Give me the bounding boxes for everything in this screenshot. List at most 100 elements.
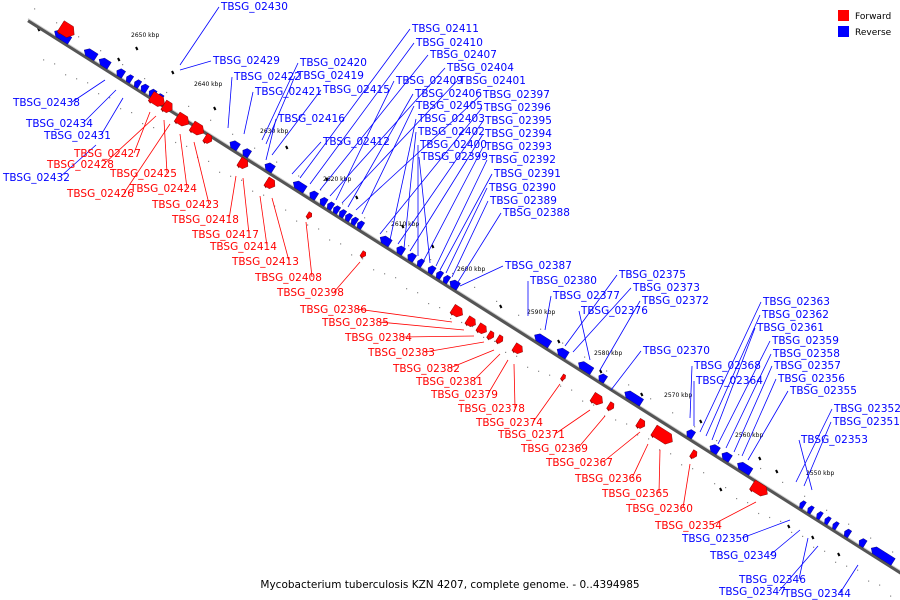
reverse-gene-35 — [686, 429, 696, 440]
reverse-gene-41 — [816, 511, 824, 521]
forward-gene-label-4: TBSG_02426 — [66, 188, 134, 200]
forward-leader-22 — [554, 409, 591, 435]
scale-dot-293 — [296, 220, 298, 222]
reverse-gene-24 — [407, 252, 417, 263]
reverse-leader-52 — [741, 378, 777, 457]
reverse-gene-23 — [396, 245, 406, 256]
reverse-gene-label-47: TBSG_02362 — [761, 309, 829, 321]
reverse-gene-label-58: TBSG_02349 — [709, 550, 777, 562]
scale-dot-568 — [571, 389, 573, 391]
forward-leader-10 — [271, 197, 290, 262]
scale-dot-623 — [626, 423, 628, 425]
scale-dot-up-788 — [782, 481, 784, 483]
scale-dot-up-172 — [166, 91, 168, 94]
scale-dot-887 — [890, 595, 892, 597]
forward-leader-9 — [259, 195, 268, 247]
kbp-label-8: 2580 kbp — [594, 350, 622, 357]
reverse-leader-36 — [459, 265, 504, 287]
reverse-leader-6 — [265, 75, 296, 145]
scale-dot-744 — [747, 502, 749, 504]
scale-dot-755 — [758, 512, 760, 515]
reverse-gene-14 — [309, 190, 319, 201]
reverse-gene-label-51: TBSG_02357 — [773, 360, 841, 372]
feature-marker-18 — [719, 487, 723, 492]
reverse-leader-4 — [243, 91, 254, 135]
forward-gene-label-19: TBSG_02379 — [430, 389, 498, 401]
scale-dot-up-568 — [562, 342, 564, 344]
reverse-leader-15 — [309, 42, 415, 185]
feature-marker-12 — [557, 339, 561, 344]
scale-dot-up-656 — [650, 398, 652, 400]
forward-leader-15 — [401, 335, 475, 338]
scale-dot-up-282 — [276, 161, 278, 163]
reverse-gene-5 — [125, 74, 135, 84]
reverse-leader-14 — [299, 28, 411, 179]
reverse-leader-25 — [397, 120, 484, 245]
scale-dot-326 — [329, 239, 331, 241]
scale-dot-172 — [175, 141, 177, 144]
scale-dot-513 — [516, 355, 518, 357]
forward-gene-13 — [475, 322, 487, 335]
reverse-gene-label-6: TBSG_02419 — [296, 70, 364, 82]
scale-dot-73 — [76, 78, 78, 80]
forward-gene-22 — [689, 449, 698, 459]
reverse-gene-34 — [624, 390, 644, 407]
reverse-gene-label-33: TBSG_02390 — [488, 182, 556, 194]
kbp-label-2: 2640 kbp — [194, 81, 222, 88]
forward-gene-5 — [188, 120, 205, 136]
reverse-gene-label-59: TBSG_02346 — [738, 574, 806, 586]
reverse-leader-27 — [409, 133, 484, 252]
reverse-leader-49 — [717, 340, 771, 445]
forward-gene-label-14: TBSG_02385 — [321, 317, 389, 329]
feature-marker-8 — [355, 195, 359, 200]
scale-dot-579 — [582, 400, 584, 402]
scale-dot-502 — [505, 351, 507, 353]
forward-gene-label-17: TBSG_02382 — [392, 363, 460, 375]
scale-dot-238 — [241, 179, 243, 181]
reverse-leader-60 — [778, 545, 819, 592]
reverse-gene-label-10: TBSG_02438 — [12, 97, 80, 109]
forward-gene-label-22: TBSG_02371 — [497, 429, 565, 441]
reverse-gene-38 — [737, 461, 754, 476]
scale-dot-up-370 — [364, 217, 366, 219]
reverse-leader-18 — [335, 80, 395, 201]
forward-gene-1 — [56, 20, 75, 38]
forward-gene-9 — [305, 211, 313, 219]
scale-dot-315 — [318, 228, 320, 230]
reverse-gene-label-60: TBSG_02347 — [718, 586, 786, 598]
feature-marker-6 — [285, 145, 289, 150]
reverse-gene-label-24: TBSG_02403 — [417, 113, 485, 125]
reverse-leader-47 — [705, 314, 761, 437]
reverse-gene-43 — [832, 521, 840, 531]
reverse-gene-7 — [140, 83, 150, 94]
reverse-gene-label-44: TBSG_02368 — [693, 360, 761, 372]
reverse-leader-20 — [347, 93, 414, 208]
reverse-gene-label-19: TBSG_02401 — [458, 75, 526, 87]
scale-dot-645 — [648, 438, 650, 440]
reverse-gene-label-57: TBSG_02350 — [681, 533, 749, 545]
scale-dot-up-238 — [232, 133, 234, 135]
reverse-gene-33 — [598, 373, 608, 384]
reverse-gene-2 — [83, 48, 99, 62]
scale-dot-524 — [527, 366, 529, 368]
forward-gene-label-15: TBSG_02384 — [344, 332, 412, 344]
reverse-gene-label-26: TBSG_02402 — [417, 126, 485, 138]
forward-gene-16 — [511, 342, 523, 355]
kbp-label-3: 2630 kbp — [260, 128, 288, 135]
reverse-gene-label-28: TBSG_02400 — [419, 139, 487, 151]
reverse-gene-label-49: TBSG_02359 — [771, 335, 839, 347]
reverse-gene-label-12: TBSG_02431 — [43, 130, 111, 142]
reverse-gene-label-55: TBSG_02351 — [832, 416, 900, 428]
forward-leader-21 — [532, 383, 561, 423]
reverse-leader-51 — [733, 365, 773, 453]
scale-dot-up-678 — [672, 412, 674, 414]
feature-marker-16 — [758, 456, 762, 461]
reverse-leader-9 — [291, 141, 322, 175]
reverse-gene-32 — [578, 361, 595, 375]
reverse-leader-29 — [423, 146, 484, 261]
reverse-gene-26 — [427, 265, 437, 276]
scale-dot-up-634 — [628, 384, 630, 386]
scale-dot-up-722 — [716, 440, 718, 442]
forward-gene-23 — [749, 479, 768, 497]
